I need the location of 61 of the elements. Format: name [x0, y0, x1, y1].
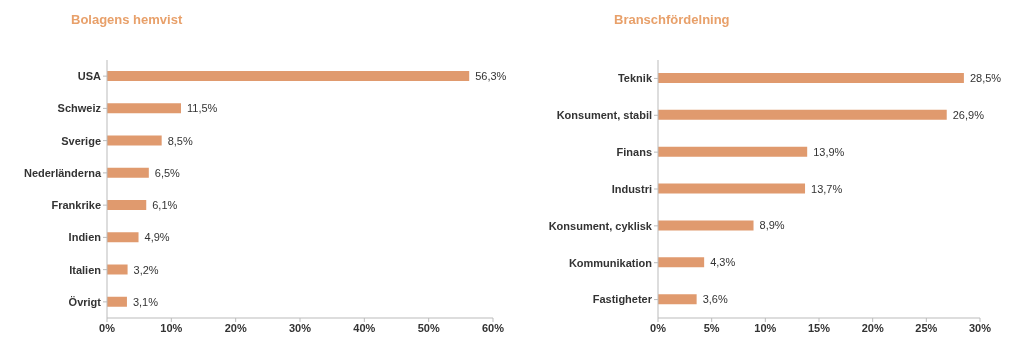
x-tick-label: 25%: [915, 321, 938, 334]
y-tick-label: Teknik: [617, 72, 653, 85]
bar: [107, 296, 127, 307]
y-tick-label: Finans: [616, 146, 652, 159]
bar: [658, 73, 964, 83]
y-tick-label: Nederländerna: [23, 166, 102, 179]
bar: [107, 167, 149, 178]
data-label: 56,3%: [475, 70, 507, 82]
y-tick-label: Konsument, stabil: [556, 109, 652, 122]
y-tick-label: Sverige: [61, 134, 101, 147]
data-label: 13,9%: [813, 145, 845, 158]
data-label: 3,1%: [132, 295, 159, 308]
data-label: 4,3%: [710, 256, 736, 269]
bar: [107, 232, 139, 243]
bar: [658, 183, 806, 194]
data-label: 26,9%: [952, 108, 985, 121]
y-tick-label: Italien: [69, 263, 102, 276]
x-tick-label: 0%: [650, 321, 667, 334]
data-label: 3,2%: [133, 263, 159, 276]
y-tick-label: Kommunikation: [568, 256, 653, 269]
bar: [658, 294, 697, 305]
bar: [658, 146, 808, 157]
x-tick-label: 20%: [861, 321, 884, 334]
y-tick-label: Frankrike: [51, 199, 101, 212]
data-label: 8,5%: [167, 134, 193, 147]
data-label: 3,6%: [702, 293, 728, 306]
data-label: 6,1%: [152, 199, 178, 211]
y-tick-label: Konsument, cyklisk: [548, 219, 653, 232]
bar: [107, 135, 162, 146]
bar: [658, 220, 754, 231]
data-label: 6,5%: [154, 166, 181, 179]
bar: [107, 103, 181, 114]
data-label: 4,9%: [144, 231, 170, 244]
y-tick-label: USA: [77, 70, 102, 83]
data-label: 13,7%: [811, 182, 843, 195]
y-tick-label: Schweiz: [57, 102, 102, 115]
bar: [107, 71, 470, 81]
x-tick-label: 60%: [481, 321, 505, 334]
x-tick-label: 5%: [703, 321, 720, 334]
y-tick-label: Övrigt: [68, 295, 102, 308]
x-tick-label: 20%: [224, 321, 247, 334]
x-tick-label: 10%: [754, 321, 777, 334]
bar: [658, 109, 947, 120]
chart-title: Bolagens hemvist: [71, 12, 183, 27]
x-tick-label: 30%: [968, 321, 992, 334]
data-label: 8,9%: [759, 219, 785, 232]
x-tick-label: 15%: [807, 321, 831, 334]
bar: [658, 257, 705, 268]
y-tick-label: Fastigheter: [592, 293, 653, 306]
x-tick-label: 0%: [99, 321, 116, 334]
x-tick-label: 50%: [417, 321, 440, 334]
y-tick-label: Indien: [68, 231, 102, 244]
x-tick-label: 40%: [353, 321, 376, 334]
x-tick-label: 10%: [160, 321, 183, 334]
chart-title: Branschfördelning: [614, 12, 730, 27]
bar: [107, 200, 147, 210]
x-tick-label: 30%: [288, 321, 312, 334]
y-tick-label: Industri: [611, 182, 652, 195]
data-label: 11,5%: [186, 102, 218, 115]
bar: [107, 264, 128, 275]
data-label: 28,5%: [969, 72, 1002, 84]
